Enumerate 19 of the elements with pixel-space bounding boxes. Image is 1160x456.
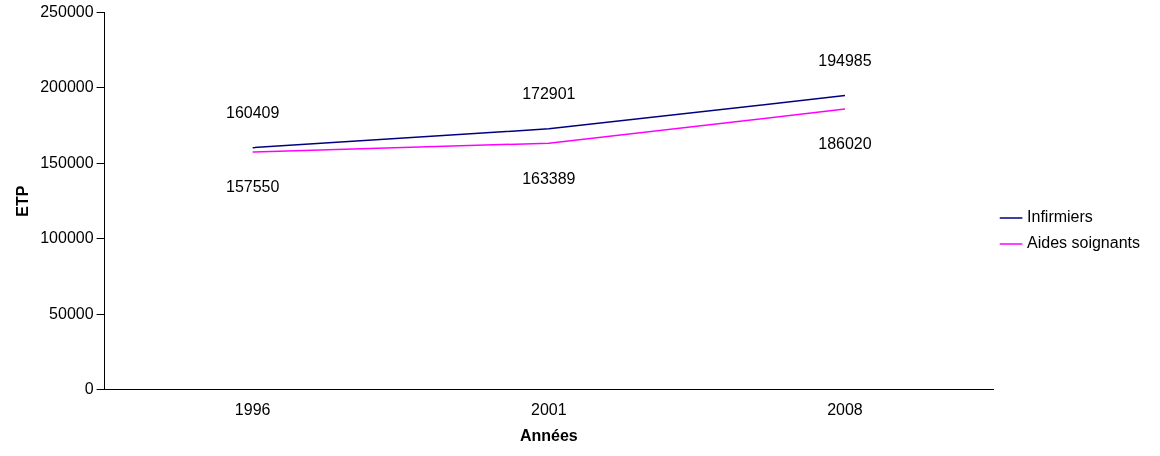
x-tick-label: 2001 (531, 400, 567, 418)
y-tick-label: 0 (84, 380, 94, 398)
y-tick-label: 200000 (40, 78, 94, 96)
data-label: 186020 (818, 135, 872, 153)
data-label: 157550 (225, 178, 280, 196)
data-label: 160409 (225, 104, 280, 122)
y-tick-label: 150000 (40, 153, 94, 171)
legend-label: Aides soignants (1027, 234, 1141, 252)
y-axis-title: ETP (14, 185, 32, 217)
x-tick-label: 1996 (234, 400, 271, 418)
x-axis-title: Années (519, 426, 578, 444)
y-tick-label: 100000 (40, 229, 94, 247)
legend-label: Infirmiers (1027, 208, 1093, 226)
x-tick-label: 2008 (827, 400, 863, 418)
y-tick-label: 50000 (49, 304, 94, 322)
data-label: 172901 (522, 85, 576, 103)
y-tick-label: 250000 (40, 3, 94, 21)
data-label: 163389 (522, 169, 576, 187)
data-label: 194985 (818, 51, 872, 69)
